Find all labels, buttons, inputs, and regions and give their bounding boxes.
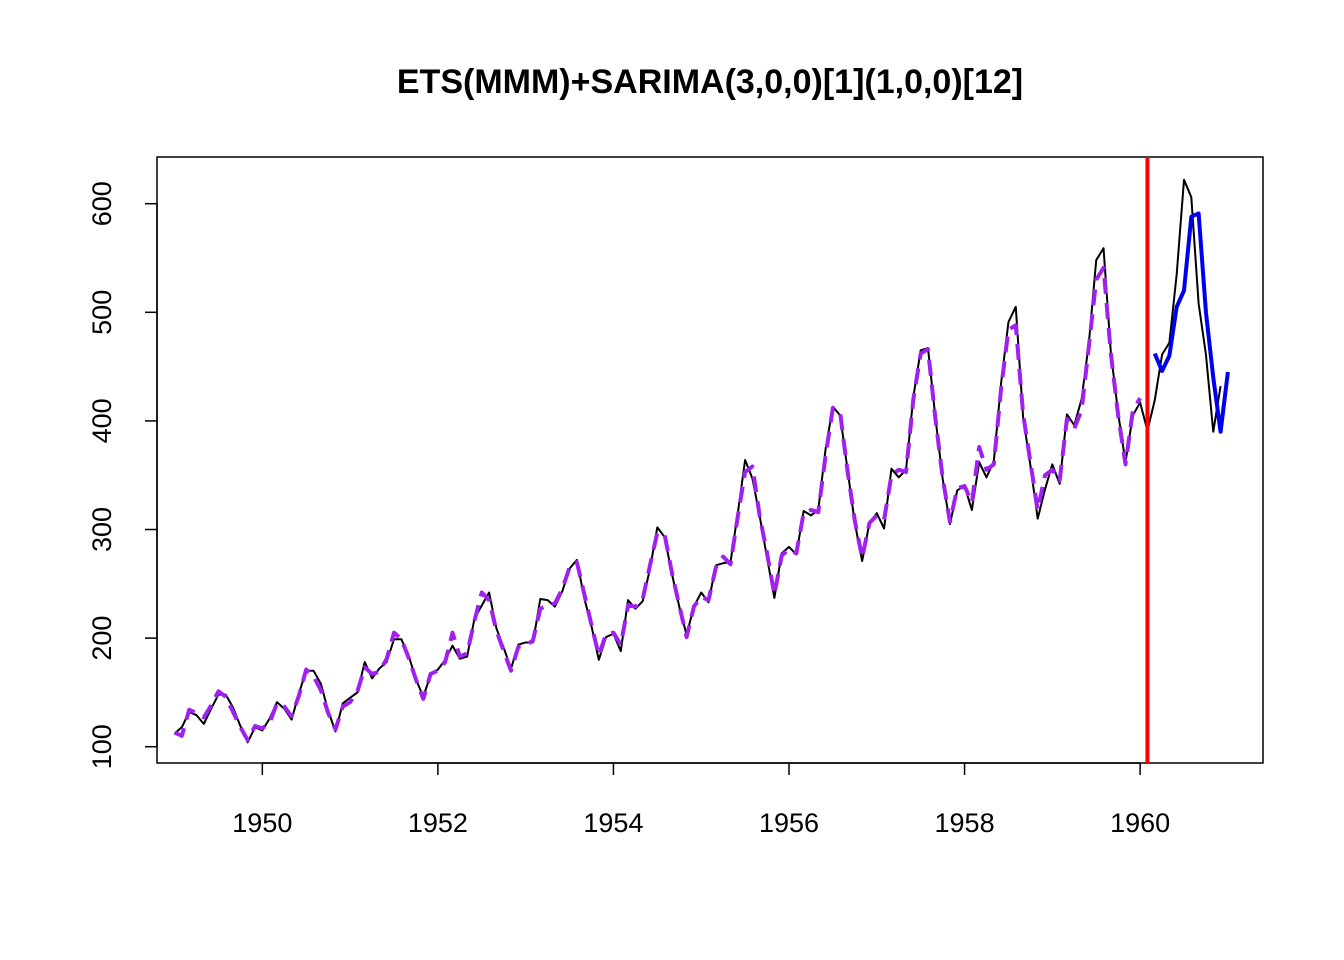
x-tick-label: 1956 [759, 808, 819, 838]
x-axis: 1950 1952 1954 1956 1958 1960 [232, 762, 1170, 838]
y-tick-label: 400 [87, 398, 117, 443]
y-axis: 100 200 300 400 500 600 [87, 181, 158, 769]
y-tick-label: 600 [87, 181, 117, 226]
y-tick-label: 300 [87, 507, 117, 552]
x-tick-label: 1960 [1110, 808, 1170, 838]
chart-title: ETS(MMM)+SARIMA(3,0,0)[1](1,0,0)[12] [397, 63, 1023, 101]
x-tick-label: 1950 [232, 808, 292, 838]
plot-frame [156, 156, 1264, 764]
fitted-series-line [173, 265, 1142, 743]
x-tick-label: 1958 [935, 808, 995, 838]
y-tick-label: 200 [87, 616, 117, 661]
y-tick-label: 500 [87, 290, 117, 335]
x-tick-label: 1952 [408, 808, 468, 838]
actual-series-line [173, 178, 1222, 744]
y-tick-label: 100 [87, 724, 117, 769]
forecast-series-line [1152, 211, 1230, 434]
x-tick-label: 1954 [583, 808, 643, 838]
series-layer [173, 157, 1230, 763]
